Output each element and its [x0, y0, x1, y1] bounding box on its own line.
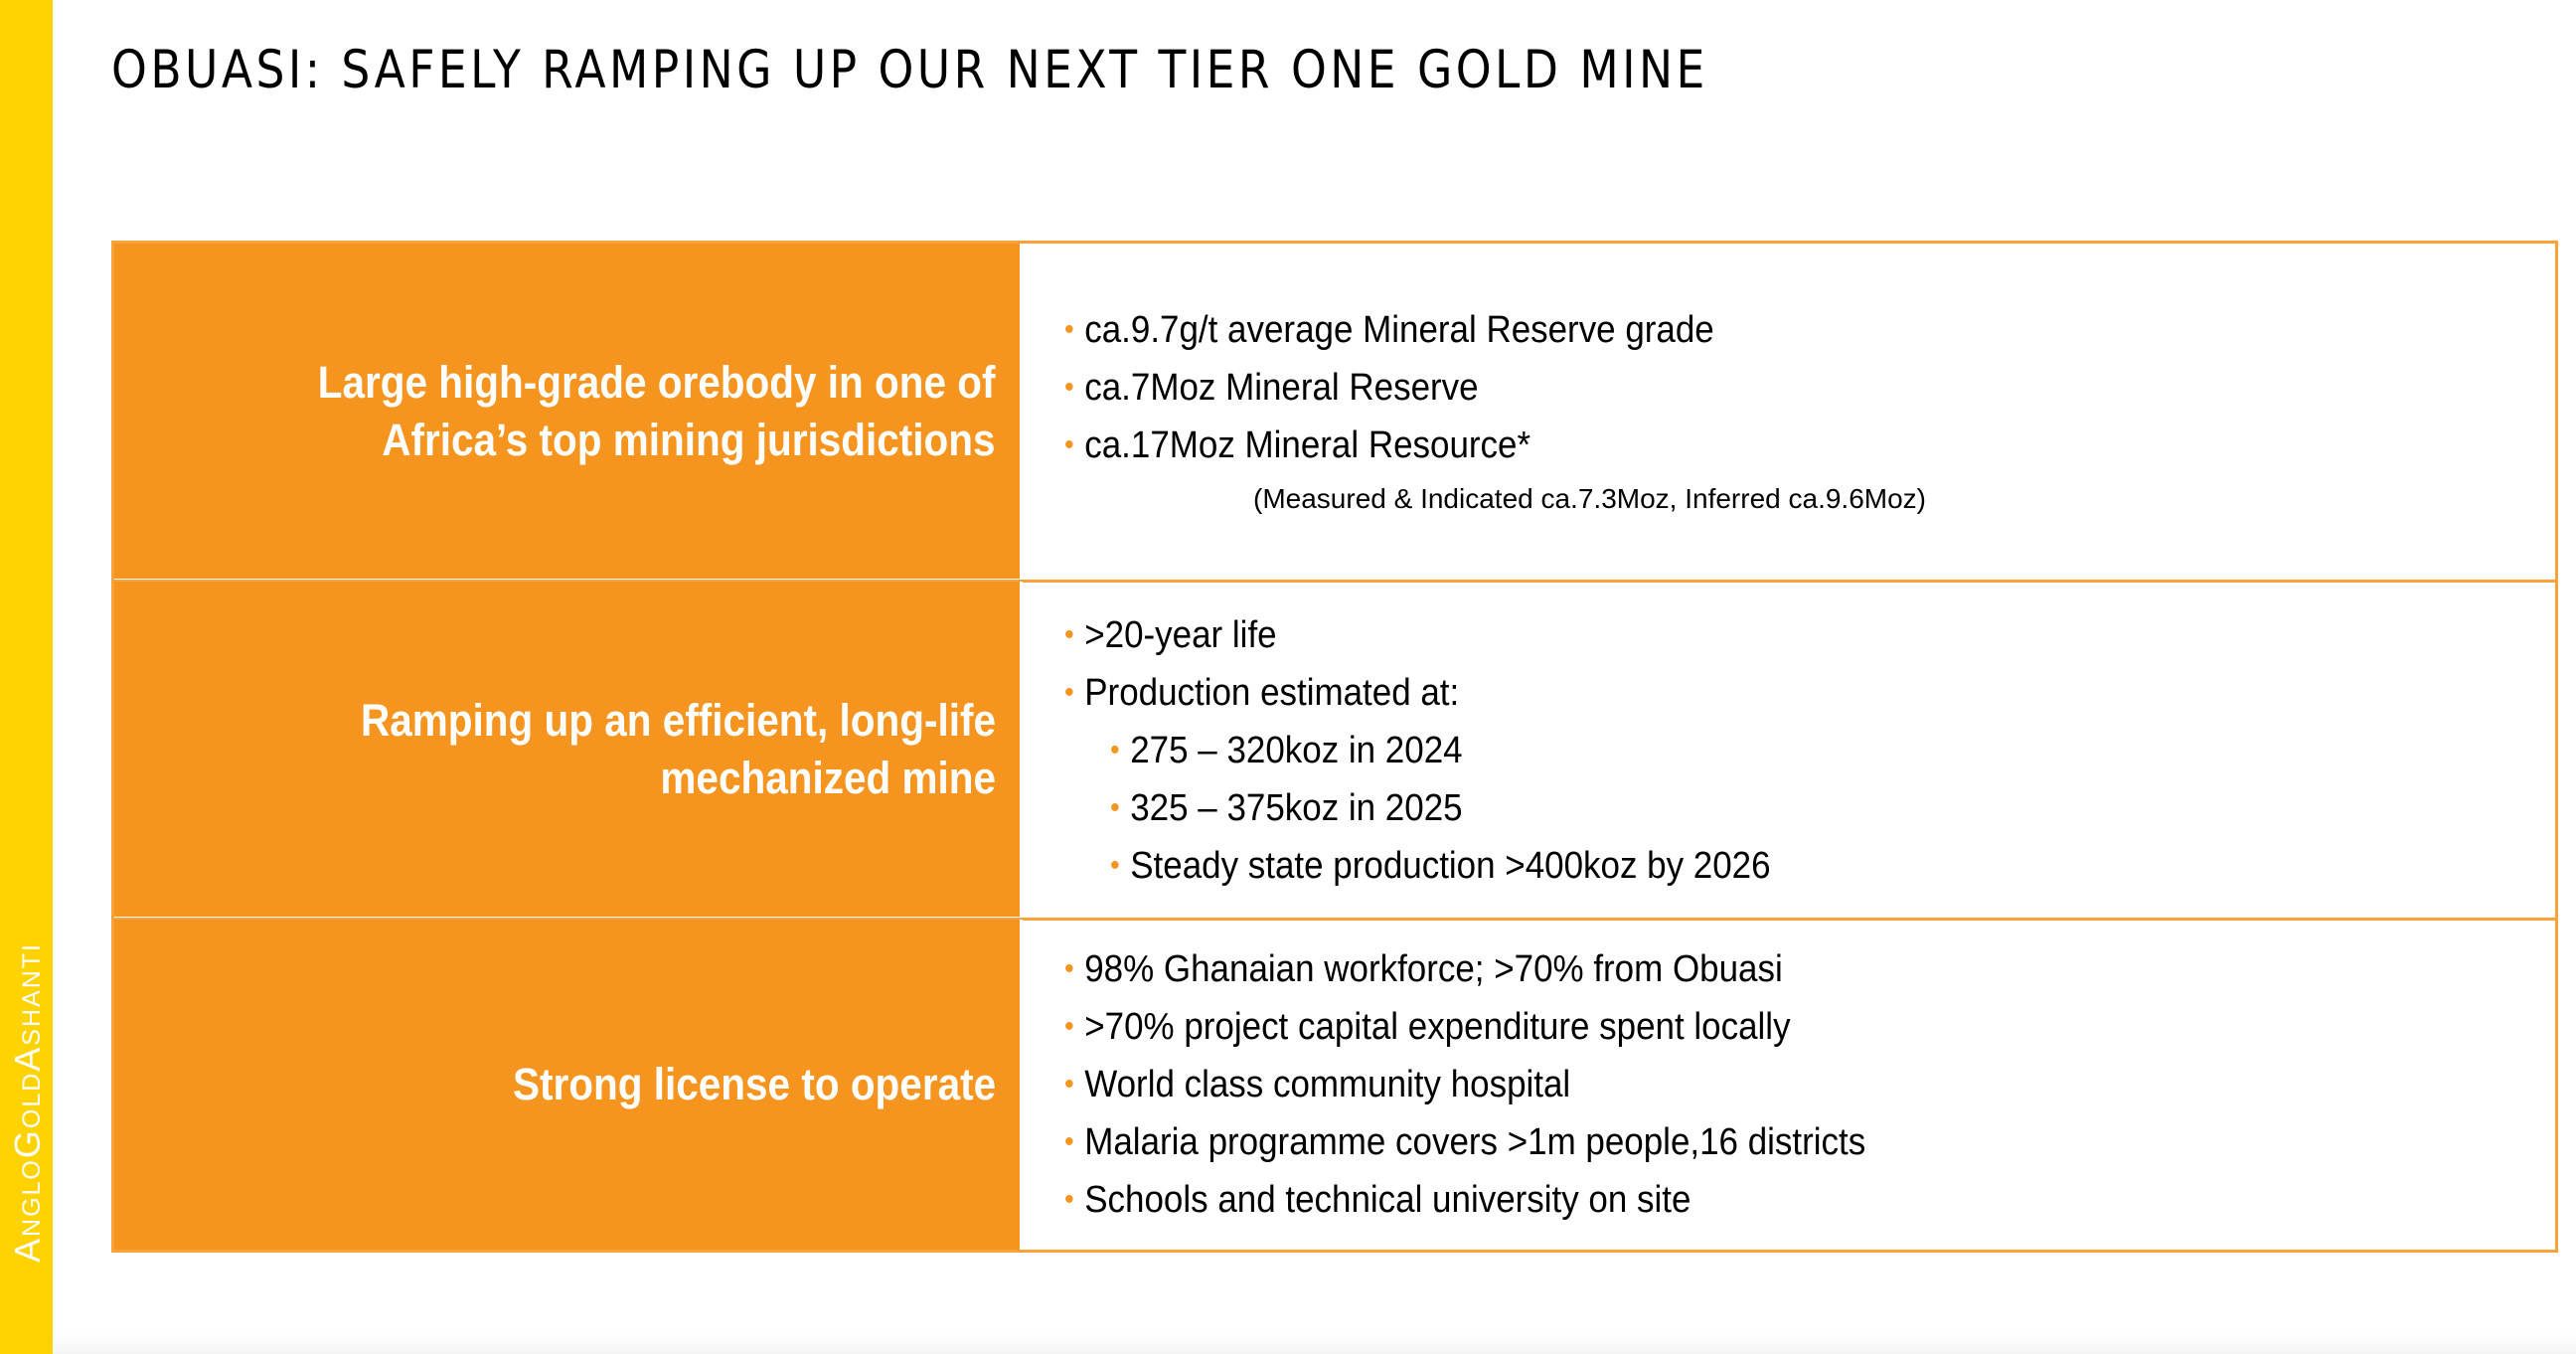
- bullet-dot-icon: •: [1110, 791, 1120, 824]
- row-heading: Strong license to operate: [513, 1056, 996, 1113]
- bullet-dot-icon: •: [1064, 1010, 1074, 1043]
- list-item: • Production estimated at:: [1064, 664, 1771, 722]
- sub-list-item: • 325 – 375koz in 2025: [1064, 779, 1771, 837]
- row-heading-cell: Strong license to operate: [114, 920, 1023, 1250]
- row-detail-cell: • >20-year life • Production estimated at:…: [1023, 582, 2555, 920]
- row-heading: Ramping up an efficient, long-life mecha…: [361, 692, 996, 807]
- resource-footnote: (Measured & Indicated ca.7.3Moz, Inferre…: [1253, 483, 1926, 514]
- list-item: • ca.17Moz Mineral Resource*: [1064, 417, 1857, 474]
- bullet-text: >20-year life: [1084, 614, 1277, 656]
- bullet-dot-icon: •: [1064, 952, 1074, 985]
- row-detail-cell: • 98% Ghanaian workforce; >70% from Obuas…: [1023, 920, 2555, 1250]
- company-logo-text: AngloGoldAshanti: [7, 942, 48, 1263]
- bullet-text: Production estimated at:: [1084, 672, 1460, 714]
- bullet-dot-icon: •: [1064, 428, 1074, 461]
- row-heading-line: Strong license to operate: [512, 1059, 996, 1109]
- bullet-list: • 98% Ghanaian workforce; >70% from Obuas…: [1064, 940, 1935, 1229]
- bullet-text: Steady state production >400koz by 2026: [1130, 845, 1771, 887]
- bullet-dot-icon: •: [1110, 849, 1120, 882]
- bullet-dot-icon: •: [1064, 313, 1074, 346]
- company-logo: AngloGoldAshanti: [7, 869, 48, 1336]
- list-item: • Malaria programme covers >1m people,16 …: [1064, 1113, 1865, 1171]
- row-divider: [114, 918, 2555, 921]
- row-heading-line: mechanized mine: [660, 752, 996, 803]
- bullet-text: 275 – 320koz in 2024: [1130, 730, 1463, 771]
- bullet-dot-icon: •: [1064, 1068, 1074, 1100]
- list-item: • >20-year life: [1064, 606, 1771, 664]
- row-heading: Large high-grade orebody in one of Afric…: [318, 354, 996, 469]
- bullet-text: ca.9.7g/t average Mineral Reserve grade: [1084, 309, 1714, 351]
- bullet-text: Schools and technical university on site: [1084, 1179, 1691, 1221]
- bullet-list: • ca.9.7g/t average Mineral Reserve grade…: [1064, 301, 1926, 474]
- list-item: • ca.7Moz Mineral Reserve: [1064, 359, 1857, 417]
- row-heading-cell: Ramping up an efficient, long-life mecha…: [114, 582, 1023, 920]
- bullet-dot-icon: •: [1064, 618, 1074, 651]
- bullet-text: 325 – 375koz in 2025: [1130, 787, 1463, 829]
- sub-list-item: • Steady state production >400koz by 2026: [1064, 837, 1771, 895]
- bullet-dot-icon: •: [1064, 1183, 1074, 1216]
- row-heading-cell: Large high-grade orebody in one of Afric…: [114, 244, 1023, 582]
- bullet-dot-icon: •: [1064, 1125, 1074, 1158]
- bullet-text: World class community hospital: [1084, 1064, 1571, 1105]
- bullet-text: ca.17Moz Mineral Resource*: [1084, 424, 1531, 466]
- bottom-shadow: [53, 1334, 2576, 1354]
- table-row: Ramping up an efficient, long-life mecha…: [114, 582, 2555, 920]
- table-row: Strong license to operate • 98% Ghanaian …: [114, 920, 2555, 1250]
- row-heading-line: Africa’s top mining jurisdictions: [382, 414, 997, 465]
- list-item: • 98% Ghanaian workforce; >70% from Obuas…: [1064, 940, 1865, 998]
- bullet-list: • >20-year life • Production estimated at:…: [1064, 606, 1832, 895]
- slide-title: OBUASI: SAFELY RAMPING UP OUR NEXT TIER …: [111, 40, 1708, 100]
- list-item: • World class community hospital: [1064, 1056, 1865, 1113]
- row-divider: [114, 580, 2555, 583]
- bullet-text: ca.7Moz Mineral Reserve: [1084, 367, 1479, 409]
- table-row: Large high-grade orebody in one of Afric…: [114, 244, 2555, 582]
- list-item: • Schools and technical university on sit…: [1064, 1171, 1865, 1229]
- list-item: • ca.9.7g/t average Mineral Reserve grade: [1064, 301, 1857, 359]
- bullet-dot-icon: •: [1110, 734, 1120, 766]
- list-item: • >70% project capital expenditure spent …: [1064, 998, 1865, 1056]
- sub-list-item: • 275 – 320koz in 2024: [1064, 722, 1771, 779]
- brand-side-bar: AngloGoldAshanti: [0, 0, 53, 1354]
- bullet-text: Malaria programme covers >1m people,16 d…: [1084, 1121, 1866, 1163]
- summary-table: Large high-grade orebody in one of Afric…: [111, 241, 2558, 1253]
- row-heading-line: Ramping up an efficient, long-life: [360, 694, 996, 746]
- bullet-text: >70% project capital expenditure spent l…: [1084, 1006, 1791, 1048]
- row-heading-line: Large high-grade orebody in one of: [318, 356, 996, 408]
- bullet-dot-icon: •: [1064, 371, 1074, 404]
- bullet-dot-icon: •: [1064, 676, 1074, 709]
- bullet-text: 98% Ghanaian workforce; >70% from Obuasi: [1084, 948, 1783, 990]
- row-detail-cell: • ca.9.7g/t average Mineral Reserve grade…: [1023, 244, 2555, 582]
